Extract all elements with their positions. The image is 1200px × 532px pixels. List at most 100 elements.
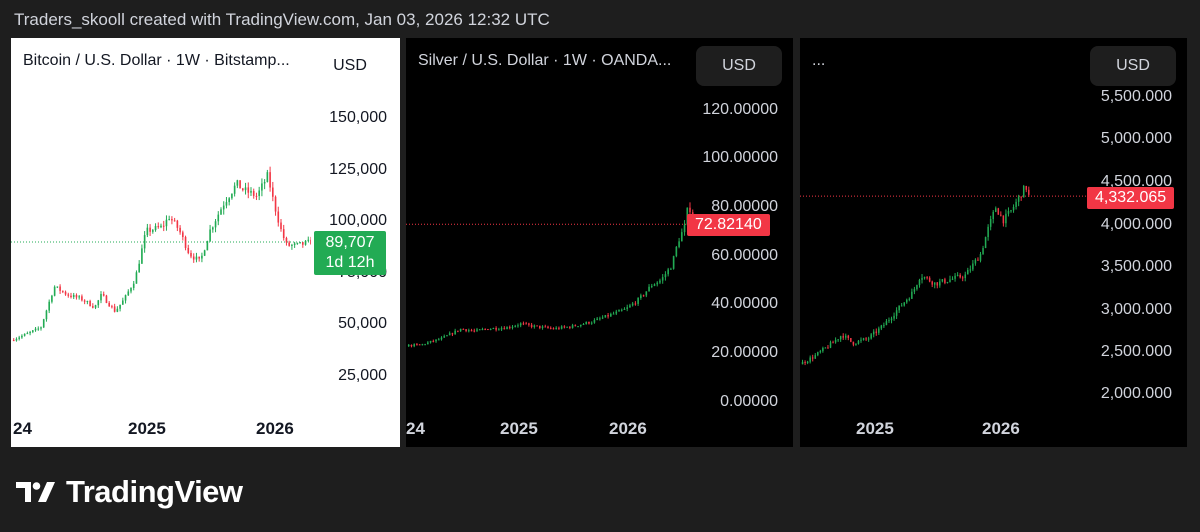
y-tick-label: 60.00000 (711, 247, 778, 264)
candle-body (661, 277, 664, 281)
candle-body (75, 294, 78, 298)
third-chart-panel[interactable]: ... USD 5,500.000 5,000.000 4,500.000 4,… (800, 38, 1187, 447)
candle-body (149, 227, 151, 232)
candle-body (478, 329, 481, 331)
candle-body (832, 342, 834, 344)
candle-body (946, 282, 949, 284)
candle-body (206, 241, 209, 251)
candle-body (906, 299, 908, 303)
candle-body (250, 190, 252, 193)
chart-title: Bitcoin / U.S. Dollar · 1W · Bitstamp... (23, 52, 290, 69)
candle-body (252, 190, 255, 196)
candle-body (135, 272, 138, 284)
candle-body (956, 274, 959, 276)
candle-body (410, 344, 413, 347)
candle-body (900, 305, 903, 307)
candle-body (100, 294, 102, 301)
candle-body (195, 256, 198, 260)
candle-body (893, 315, 895, 319)
candle-body (261, 183, 263, 191)
candle-body (974, 259, 977, 264)
y-tick-label: 80.00000 (711, 198, 778, 215)
candle-body (1015, 201, 1017, 207)
candle-body (21, 335, 23, 338)
candle-body (247, 187, 250, 193)
candle-body (127, 291, 130, 296)
candle-body (964, 274, 967, 279)
candle-body (15, 338, 18, 341)
candle-body (272, 187, 274, 197)
candle-body (212, 227, 214, 230)
candle-body (130, 287, 132, 292)
candle-body (473, 330, 476, 332)
candle-body (588, 321, 590, 324)
candle-body (525, 323, 527, 325)
candle-body (489, 328, 492, 330)
currency-button[interactable]: USD (307, 46, 393, 86)
y-tick-label: 50,000 (338, 315, 387, 332)
candle-body (62, 290, 64, 292)
candle-body (168, 218, 170, 220)
candle-body (645, 291, 648, 296)
candle-body (923, 277, 926, 279)
candle-body (162, 225, 165, 227)
candle-body (903, 302, 905, 306)
chart-credit-header: Traders_skooll created with TradingView.… (14, 10, 550, 29)
candle-body (83, 300, 86, 302)
candle-body (277, 211, 280, 223)
candle-body (192, 256, 195, 260)
candle-body (465, 329, 467, 331)
last-price-badge: 4,332.065 (1087, 187, 1175, 209)
candle-body (176, 220, 179, 228)
candle-body (173, 220, 176, 222)
candle-body (1022, 186, 1025, 198)
y-tick-label: 100,000 (329, 212, 387, 229)
candle-body (804, 362, 806, 364)
candle-body (40, 327, 42, 329)
candle-body (895, 310, 898, 316)
candle-body (847, 335, 850, 339)
candle-body (672, 256, 675, 269)
candle-body (541, 326, 544, 328)
tradingview-logo[interactable]: TradingView (16, 474, 243, 510)
bitcoin-chart-panel[interactable]: Bitcoin / U.S. Dollar · 1W · Bitstamp...… (11, 38, 400, 447)
x-tick-label: 24 (406, 419, 425, 438)
candle-body (885, 321, 888, 326)
candle-body (64, 291, 67, 295)
candle-body (857, 340, 860, 344)
candle-body (481, 329, 484, 331)
currency-button[interactable]: USD (1090, 46, 1176, 86)
candle-body (418, 344, 421, 346)
candle-body (105, 295, 108, 303)
currency-button[interactable]: USD (696, 46, 782, 86)
candle-body (179, 227, 181, 233)
candle-body (544, 326, 547, 328)
candle-body (12, 340, 15, 342)
candle-body (599, 318, 601, 320)
candle-body (108, 302, 110, 307)
candle-body (817, 352, 819, 356)
x-tick-label: 2025 (128, 419, 166, 438)
silver-chart-panel[interactable]: Silver / U.S. Dollar · 1W · OANDA... USD… (406, 38, 793, 447)
third-candles-plot[interactable] (800, 38, 1086, 447)
candle-body (809, 357, 811, 362)
candle-body (498, 329, 500, 331)
candle-body (579, 324, 582, 327)
candle-body (302, 242, 304, 245)
candle-body (280, 222, 282, 230)
candle-body (642, 295, 645, 297)
candle-body (969, 269, 972, 271)
candle-body (921, 277, 923, 280)
candle-body (640, 295, 642, 299)
candle-body (201, 255, 203, 259)
silver-candles-plot[interactable] (406, 38, 698, 447)
candle-body (1028, 189, 1030, 195)
candle-body (528, 323, 530, 325)
bitcoin-candles-plot[interactable] (11, 38, 311, 447)
y-tick-label: 40.00000 (711, 295, 778, 312)
candle-body (939, 281, 941, 286)
candle-body (29, 331, 31, 334)
candle-body (37, 328, 40, 330)
y-tick-label: 20.00000 (711, 344, 778, 361)
candle-body (506, 327, 508, 330)
